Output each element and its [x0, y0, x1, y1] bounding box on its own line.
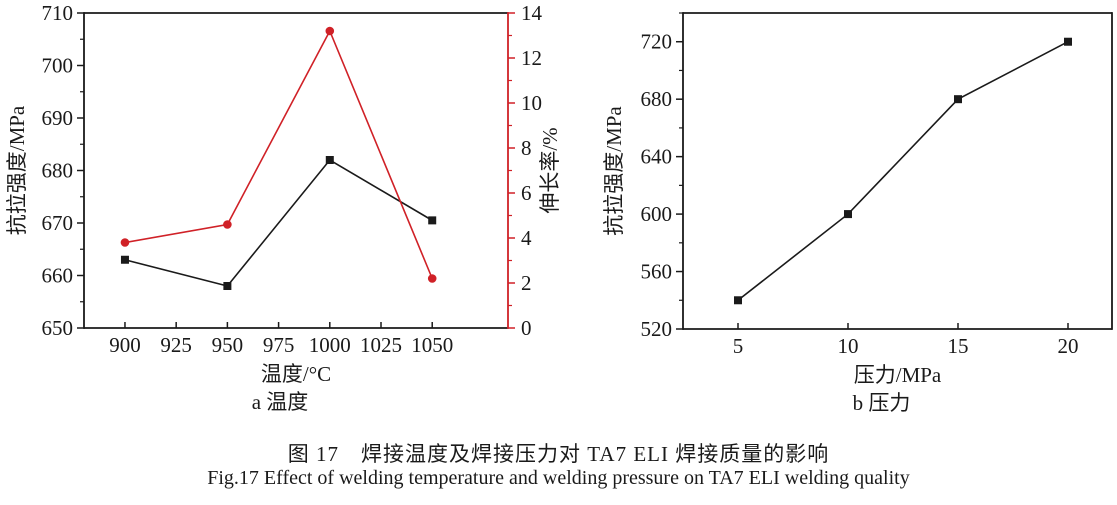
- data-point: [120, 238, 130, 247]
- svg-text:975: 975: [263, 333, 295, 357]
- panel-label: a 温度: [252, 390, 309, 414]
- data-point: [954, 95, 962, 104]
- svg-text:520: 520: [641, 317, 673, 341]
- svg-text:14: 14: [521, 1, 543, 25]
- svg-text:710: 710: [42, 1, 74, 25]
- svg-text:20: 20: [1058, 334, 1079, 358]
- y-axis-left: 520 560 600 640 680 720: [641, 12, 683, 341]
- axis-titles: 抗拉强度/MPa 伸长率/% 温度/°C a 温度: [5, 105, 560, 414]
- data-point: [325, 26, 335, 36]
- data-point: [223, 282, 232, 290]
- svg-text:15: 15: [948, 334, 969, 358]
- axis-spines: [682, 12, 1113, 330]
- svg-text:640: 640: [641, 145, 673, 169]
- svg-text:12: 12: [521, 46, 542, 70]
- svg-text:温度/°C: 温度/°C: [261, 362, 331, 386]
- plot-area: 520 560 600 640 680 720 5 10 15 20 抗拉强度/MPa 压力/MPa b…: [602, 12, 1113, 415]
- data-point: [325, 156, 334, 164]
- data-point: [427, 274, 437, 283]
- svg-text:600: 600: [641, 202, 673, 226]
- svg-text:650: 650: [42, 316, 74, 340]
- data-point: [844, 210, 852, 219]
- panel-label: b 压力: [853, 391, 911, 415]
- svg-text:670: 670: [42, 211, 74, 235]
- series-tensile-strength: [734, 37, 1072, 305]
- svg-text:660: 660: [42, 264, 74, 288]
- svg-text:10: 10: [838, 334, 859, 358]
- svg-text:10: 10: [521, 91, 542, 115]
- series-tensile-strength: [120, 156, 437, 290]
- x-axis: 900 925 950 975 1000 1025 1050: [109, 322, 453, 357]
- svg-text:抗拉强度/MPa: 抗拉强度/MPa: [5, 105, 29, 235]
- svg-text:抗拉强度/MPa: 抗拉强度/MPa: [602, 106, 626, 236]
- svg-text:680: 680: [641, 87, 673, 111]
- x-axis: 5 10 15 20: [733, 323, 1079, 358]
- svg-text:700: 700: [42, 54, 74, 78]
- data-point: [734, 296, 742, 305]
- y-axis-right: 0 2 4 6 8 10 12 14: [508, 1, 543, 340]
- chart-pressure: 520 560 600 640 680 720 5 10 15 20 抗拉强度/MPa 压力/MPa b…: [602, 12, 1113, 415]
- svg-text:720: 720: [641, 30, 673, 54]
- svg-text:1025: 1025: [360, 333, 402, 357]
- svg-text:690: 690: [42, 106, 74, 130]
- data-point: [1064, 37, 1072, 46]
- svg-text:0: 0: [521, 316, 532, 340]
- axis-spines: [83, 12, 509, 329]
- svg-text:680: 680: [42, 159, 74, 183]
- svg-text:950: 950: [212, 333, 244, 357]
- y-axis-left: 650 660 670 680 690 700 710: [42, 1, 84, 340]
- data-point: [428, 216, 437, 225]
- svg-text:8: 8: [521, 136, 532, 160]
- svg-text:1050: 1050: [411, 333, 453, 357]
- figure-caption-english: Fig.17 Effect of welding temperature and…: [207, 467, 910, 489]
- svg-text:560: 560: [641, 260, 673, 284]
- svg-text:2: 2: [521, 271, 532, 295]
- svg-text:1000: 1000: [309, 333, 351, 357]
- svg-text:伸长率/%: 伸长率/%: [538, 127, 560, 213]
- svg-text:900: 900: [109, 333, 141, 357]
- figure-caption-chinese: 图 17 焊接温度及焊接压力对 TA7 ELI 焊接质量的影响: [287, 442, 830, 466]
- svg-text:6: 6: [521, 181, 532, 205]
- data-point: [223, 220, 232, 229]
- svg-text:压力/MPa: 压力/MPa: [854, 363, 942, 387]
- svg-text:5: 5: [733, 334, 744, 358]
- svg-text:925: 925: [160, 333, 192, 357]
- svg-text:4: 4: [521, 226, 532, 250]
- data-point: [120, 255, 129, 264]
- axis-titles: 抗拉强度/MPa 压力/MPa b 压力: [602, 106, 942, 415]
- series-elongation: [120, 26, 437, 283]
